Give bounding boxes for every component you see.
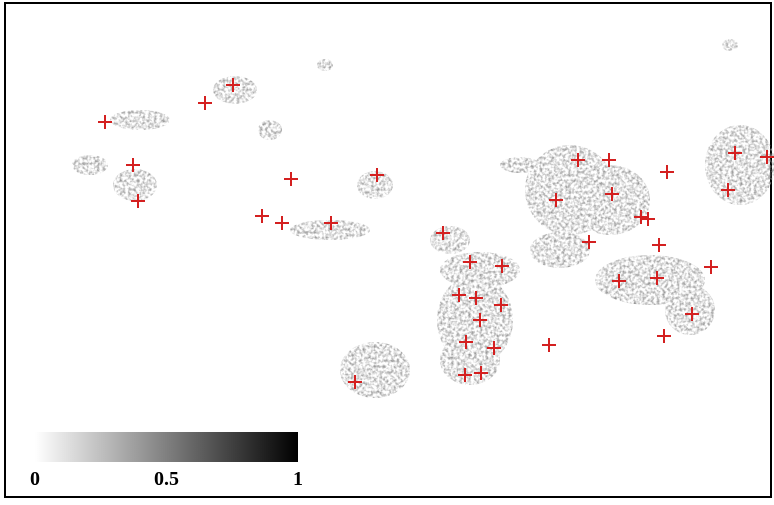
colorbar-tick-label: 0 <box>30 468 40 490</box>
blob <box>317 59 333 71</box>
blob <box>570 165 650 235</box>
figure: 00.51 <box>0 0 774 500</box>
blob <box>113 169 157 201</box>
blob <box>72 155 108 175</box>
colorbar <box>35 432 298 462</box>
blob <box>705 125 774 205</box>
blob <box>722 39 738 51</box>
page: 00.51 (() => { const data = JSON.parse(d… <box>0 0 774 500</box>
blob <box>430 226 470 254</box>
colorbar-tick-label: 0.5 <box>154 468 179 490</box>
blob <box>340 342 410 398</box>
blob <box>500 157 540 173</box>
colorbar-tick-label: 1 <box>293 468 303 490</box>
frame <box>5 3 771 497</box>
blob <box>665 285 715 335</box>
blob <box>530 232 590 268</box>
blob <box>213 76 257 104</box>
blob <box>258 120 282 140</box>
blob <box>110 110 170 130</box>
